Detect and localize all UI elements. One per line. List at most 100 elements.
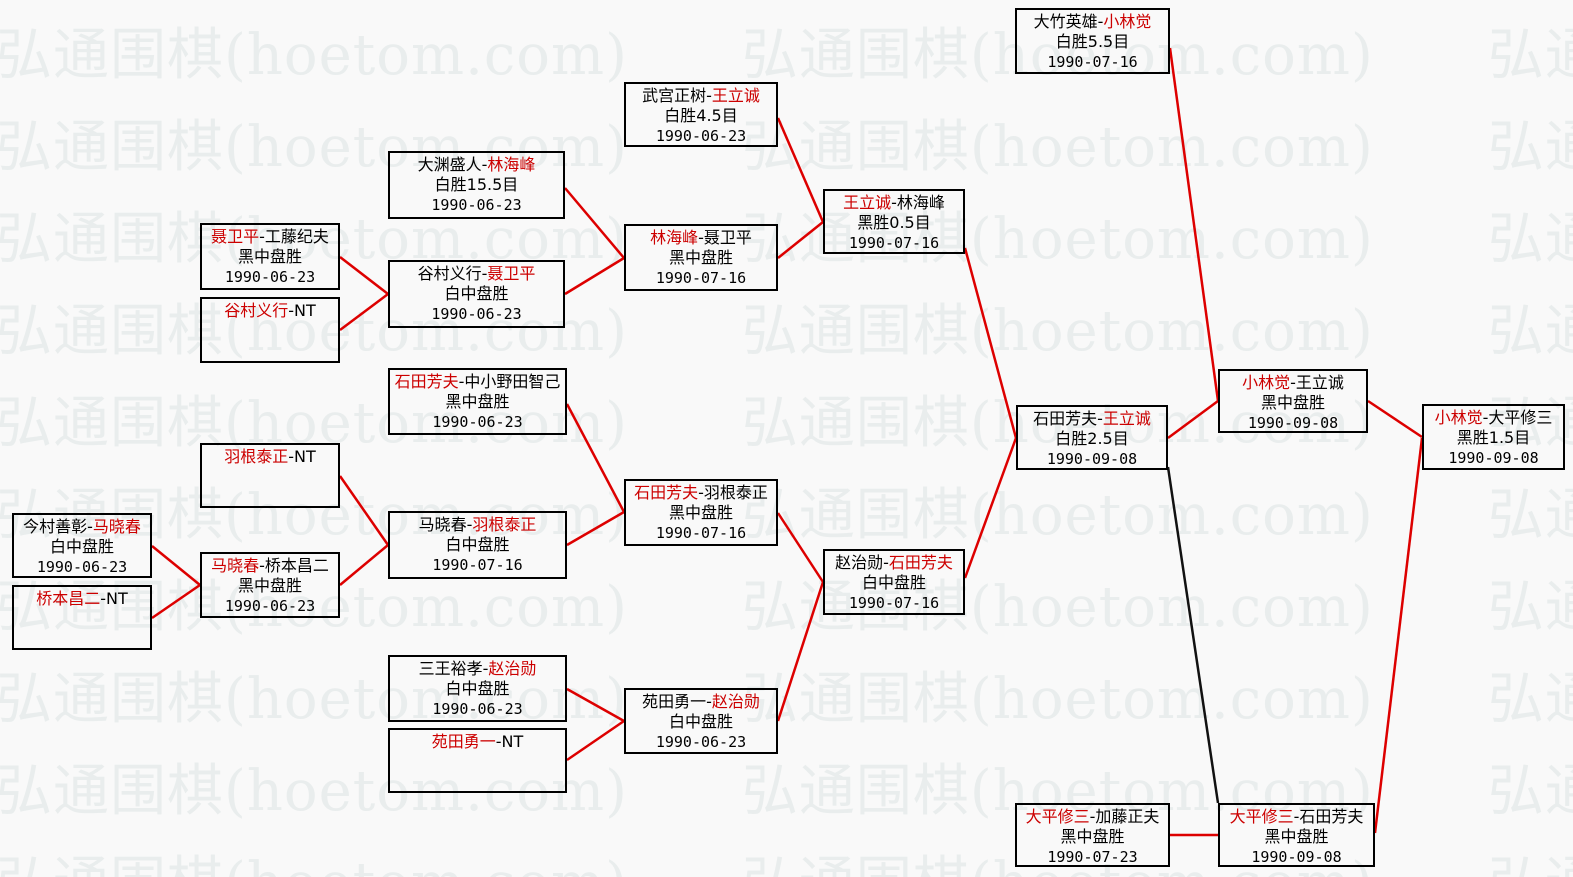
match-box-ma-hane[interactable]: 马晓春-羽根泰正 白中盘胜 1990-07-16 [388,511,567,579]
connector-line [1168,47,1220,402]
player-name-post: -大平修三 [1482,408,1553,427]
winner-name: 桥本昌二 [36,589,101,608]
match-box-obuchi-rin[interactable]: 大渊盛人-林海峰 白胜15.5目 1990-06-23 [388,151,565,219]
match-result: 白胜15.5目 [434,175,519,194]
winner-name: 赵治勋 [488,659,537,678]
match-date: 1990-09-08 [1046,450,1138,468]
match-result: 白中盘胜 [445,535,510,554]
match-result: 黑中盘胜 [1060,827,1125,846]
match-box-ishida-wang[interactable]: 石田芳夫-王立诚 白胜2.5目 1990-09-08 [1016,405,1168,470]
winner-name: 小林觉 [1434,408,1483,427]
winner-name: 林海峰 [650,228,699,247]
player-name-post: -中小野田智己 [458,372,561,391]
match-box-rin-nie[interactable]: 林海峰-聂卫平 黑中盘胜 1990-07-16 [624,224,778,291]
connector-line [1167,399,1219,440]
match-box-sonoda-cho[interactable]: 苑田勇一-赵治勋 白中盘胜 1990-06-23 [624,688,778,754]
match-date: 1990-07-16 [655,269,747,287]
match-date: 1990-06-23 [655,127,747,145]
player-names: 石田芳夫-中小野田智己 [395,372,561,392]
connector-line [963,247,1018,439]
match-date: 1990-09-08 [1448,449,1539,467]
match-result: 白中盘胜 [445,679,510,698]
player-names: 桥本昌二-NT [36,589,128,609]
player-name-pre: 苑田勇一- [642,692,712,711]
winner-name: 马晓春 [92,517,141,536]
player-names: 今村善彰-马晓春 [23,517,141,537]
connector-line [566,719,625,762]
player-name-post: -NT [288,447,316,466]
player-names: 石田芳夫-王立诚 [1033,409,1151,429]
connector-line [566,687,625,723]
match-box-hashimoto-nt[interactable]: 桥本昌二-NT [12,585,152,650]
match-result: 白胜5.5目 [1055,32,1130,51]
match-box-cho-ishida[interactable]: 赵治勋-石田芳夫 白中盘胜 1990-07-16 [823,549,965,615]
player-name-post: -羽根泰正 [698,483,768,502]
player-names: 大平修三-石田芳夫 [1230,807,1364,827]
match-box-otake-kobayashi[interactable]: 大竹英雄-小林觉 白胜5.5目 1990-07-16 [1015,8,1170,74]
winner-name: 苑田勇一 [431,732,496,751]
winner-name: 聂卫平 [211,227,260,246]
connector-line [1166,466,1220,804]
winner-name: 石田芳夫 [888,553,953,572]
player-names: 三王裕孝-赵治勋 [419,659,537,679]
match-box-ishida-hane[interactable]: 石田芳夫-羽根泰正 黑中盘胜 1990-07-16 [624,479,778,546]
match-box-takemiya-wang[interactable]: 武宫正树-王立诚 白胜4.5目 1990-06-23 [624,82,778,147]
player-names: 谷村义行-NT [224,301,316,321]
player-name-pre: 大渊盛人- [417,155,488,174]
match-box-kobayashi-wang[interactable]: 小林觉-王立诚 黑中盘胜 1990-09-08 [1218,369,1368,433]
match-box-kobayashi-ohira[interactable]: 小林觉-大平修三 黑胜1.5目 1990-09-08 [1422,404,1565,470]
match-box-sanno-cho[interactable]: 三王裕孝-赵治勋 白中盘胜 1990-06-23 [388,655,567,722]
match-box-sonoda-nt[interactable]: 苑田勇一-NT [388,728,567,793]
connector-line [564,256,625,296]
winner-name: 大平修三 [1025,807,1090,826]
winner-name: 石田芳夫 [394,372,459,391]
connector-line [566,510,625,547]
player-name-pre: 大竹英雄- [1033,12,1104,31]
player-names: 苑田勇一-赵治勋 [642,692,760,712]
winner-name: 小林觉 [1103,12,1152,31]
player-names: 小林觉-大平修三 [1435,408,1553,428]
player-names: 大渊盛人-林海峰 [418,155,536,175]
player-name-pre: 石田芳夫- [1033,409,1103,428]
match-date: 1990-09-08 [1251,848,1342,866]
match-result: 白中盘胜 [49,537,114,556]
match-result: 黑胜0.5目 [857,213,931,232]
connector-line [776,117,825,223]
match-box-tanimura-nt[interactable]: 谷村义行-NT [200,297,340,363]
match-date: 1990-06-23 [655,733,747,751]
match-date: 1990-07-16 [848,594,940,612]
connector-line [564,187,625,259]
winner-name: 马晓春 [211,556,260,575]
match-box-ohira-kato[interactable]: 大平修三-加藤正夫 黑中盘胜 1990-07-23 [1015,803,1170,867]
connector-line [1373,437,1424,834]
match-box-hane-nt[interactable]: 羽根泰正-NT [200,443,340,508]
winner-name: 石田芳夫 [634,483,699,502]
match-result: 黑中盘胜 [237,576,302,595]
match-box-ohira-ishida[interactable]: 大平修三-石田芳夫 黑中盘胜 1990-09-08 [1218,803,1375,867]
match-box-ishida-nakaonoda[interactable]: 石田芳夫-中小野田智己 黑中盘胜 1990-06-23 [388,368,567,435]
match-date: 1990-09-08 [1247,414,1339,432]
connector-line [151,583,201,620]
match-date: 1990-07-16 [1047,53,1138,71]
player-names: 马晓春-羽根泰正 [419,515,537,535]
connector-line [565,403,626,513]
winner-name: 小林觉 [1242,373,1291,392]
match-date: 1990-07-16 [848,234,940,252]
match-box-ma-hashimoto[interactable]: 马晓春-桥本昌二 黑中盘胜 1990-06-23 [200,552,340,618]
match-date: 1990-06-23 [224,597,316,615]
connector-line [339,293,389,331]
match-box-nie-kudo[interactable]: 聂卫平-工藤纪夫 黑中盘胜 1990-06-23 [200,223,340,290]
player-names: 大竹英雄-小林觉 [1034,12,1152,32]
match-box-tanimura-nie[interactable]: 谷村义行-聂卫平 白中盘胜 1990-06-23 [388,260,565,328]
match-result: 黑中盘胜 [445,392,510,411]
winner-name: 羽根泰正 [224,447,289,466]
match-result: 白胜4.5目 [664,106,738,125]
match-box-imamura-ma[interactable]: 今村善彰-马晓春 白中盘胜 1990-06-23 [12,513,152,578]
player-name-post: -NT [100,589,128,608]
player-names: 林海峰-聂卫平 [650,228,752,248]
match-date: 1990-06-23 [431,196,522,214]
match-box-wang-rin[interactable]: 王立诚-林海峰 黑胜0.5目 1990-07-16 [823,189,965,254]
player-name-post: -聂卫平 [698,228,752,247]
match-date: 1990-06-23 [432,413,523,431]
